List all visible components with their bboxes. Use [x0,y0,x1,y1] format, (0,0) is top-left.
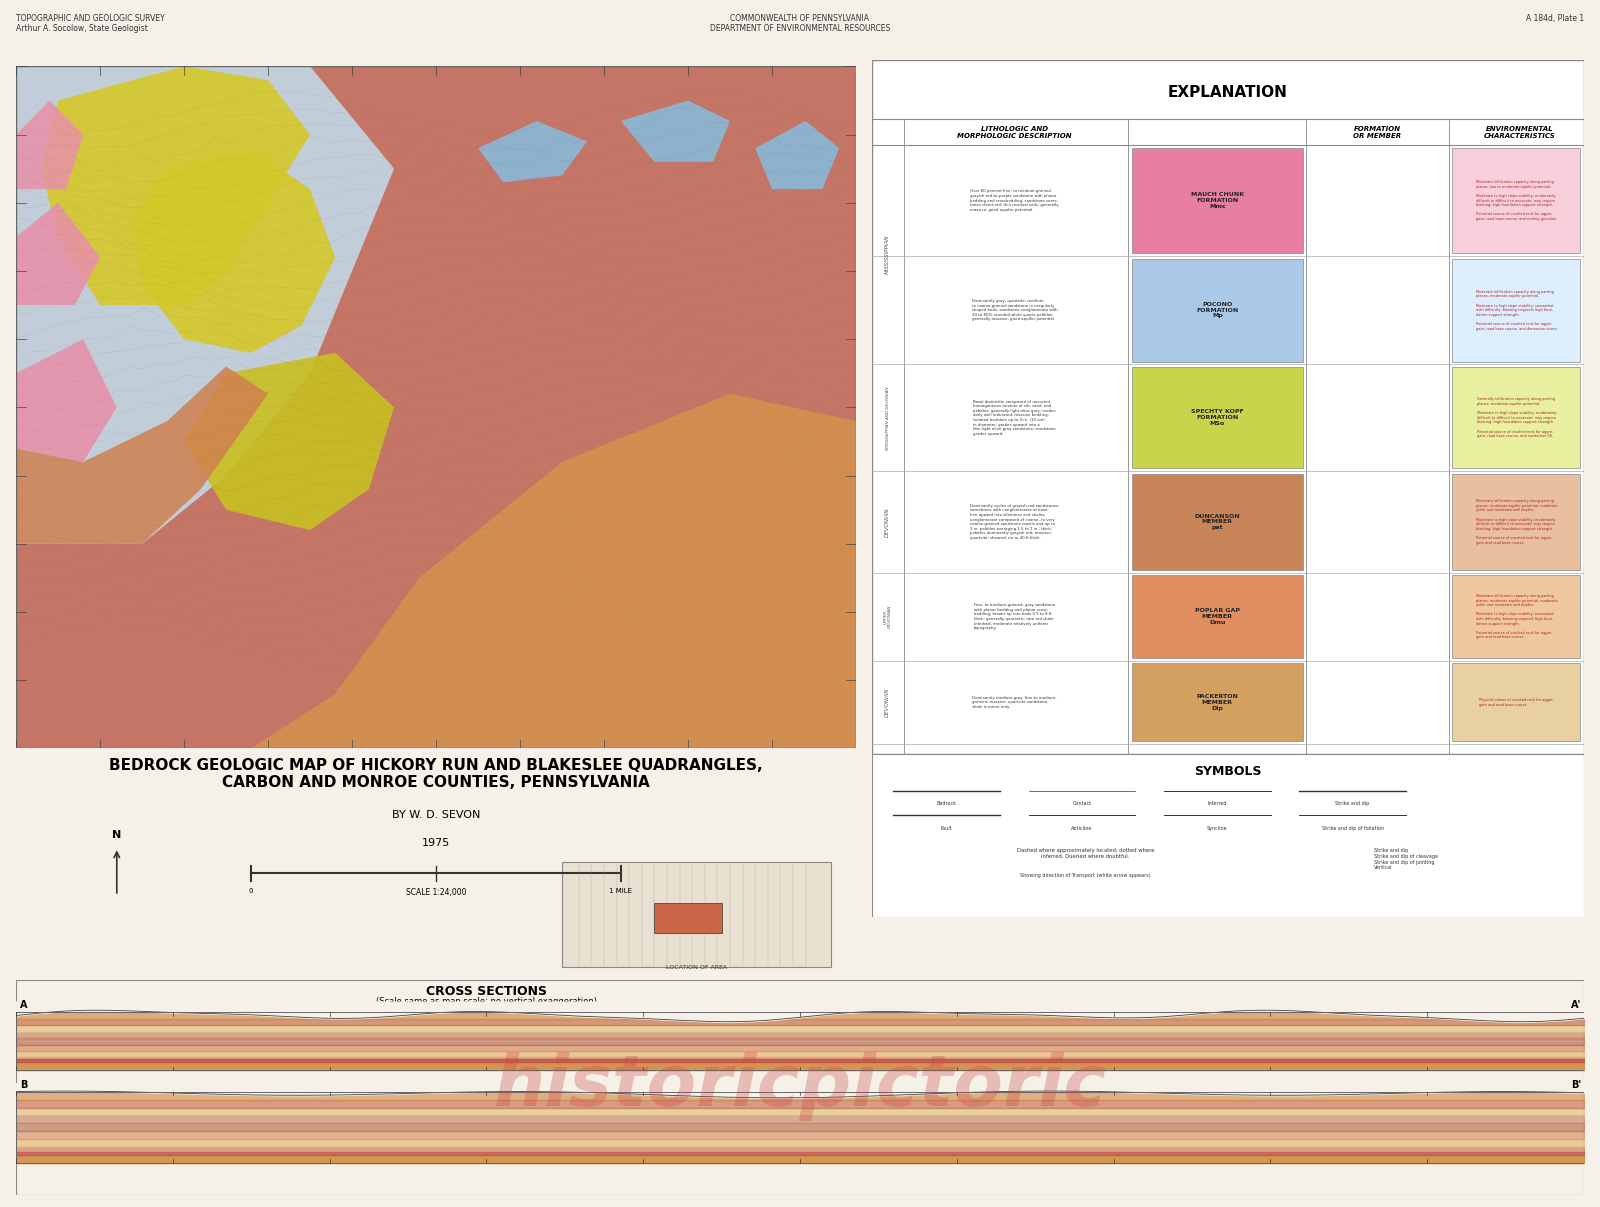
Text: MISSISSIPPIAN: MISSISSIPPIAN [885,235,890,274]
Text: Anticline: Anticline [1072,826,1093,830]
Text: Moderate infiltration capacity along parting
planes; moderate aquifer potential.: Moderate infiltration capacity along par… [1475,290,1557,331]
Text: SPECHTY KOPF
FORMATION
MSo: SPECHTY KOPF FORMATION MSo [1190,409,1243,426]
Text: POCONO
FORMATION
Mp: POCONO FORMATION Mp [1197,302,1238,319]
Text: Physical values of crushed rock for aggre-
gate and road base course.: Physical values of crushed rock for aggr… [1478,698,1554,706]
Text: Fault: Fault [941,826,952,830]
Text: BEDROCK GEOLOGIC MAP OF HICKORY RUN AND BLAKESLEE QUADRANGLES,
CARBON AND MONROE: BEDROCK GEOLOGIC MAP OF HICKORY RUN AND … [109,758,763,791]
Text: Syncline: Syncline [1206,826,1227,830]
Text: PACKERTON
MEMBER
Dlp: PACKERTON MEMBER Dlp [1197,694,1238,711]
Text: MISSISSIPPIAN AND DEVONIAN: MISSISSIPPIAN AND DEVONIAN [886,386,890,449]
Polygon shape [251,393,856,748]
Text: FORMATION
OR MEMBER: FORMATION OR MEMBER [1354,127,1402,139]
FancyBboxPatch shape [1453,576,1581,658]
Text: DEVONIAN: DEVONIAN [885,507,890,537]
FancyBboxPatch shape [654,903,722,933]
Text: COMMONWEALTH OF PENNSYLVANIA
DEPARTMENT OF ENVIRONMENTAL RESOURCES: COMMONWEALTH OF PENNSYLVANIA DEPARTMENT … [710,13,890,33]
Polygon shape [184,352,394,530]
Text: A 184d, Plate 1: A 184d, Plate 1 [1526,13,1584,23]
Text: Generally infiltration capacity along parting
planes; moderate aquifer potential: Generally infiltration capacity along pa… [1477,397,1557,438]
Text: SYMBOLS: SYMBOLS [1194,764,1262,777]
Text: LITHOLOGIC AND
MORPHOLOGIC DESCRIPTION: LITHOLOGIC AND MORPHOLOGIC DESCRIPTION [957,127,1072,139]
FancyBboxPatch shape [1131,258,1302,362]
FancyBboxPatch shape [1453,474,1581,570]
Text: Inferred: Inferred [1208,801,1227,806]
Text: Contact: Contact [1072,801,1091,806]
FancyBboxPatch shape [872,60,1584,754]
Polygon shape [16,203,99,305]
Text: 1975: 1975 [422,838,450,849]
Text: EXPLANATION: EXPLANATION [1168,84,1288,100]
Polygon shape [42,66,310,305]
FancyBboxPatch shape [1131,576,1302,658]
Text: A': A' [1571,1001,1581,1010]
Polygon shape [16,66,394,543]
Polygon shape [16,100,83,189]
Text: Dominantly cycles of grayish-red sandstones,
sometimes with conglomerates at bas: Dominantly cycles of grayish-red sandsto… [970,503,1059,540]
FancyBboxPatch shape [1131,474,1302,570]
FancyBboxPatch shape [1131,664,1302,741]
Polygon shape [478,121,587,182]
Text: ENVIRONMENTAL
CHARACTERISTICS: ENVIRONMENTAL CHARACTERISTICS [1485,127,1555,139]
Text: Showing direction of Transport (white arrow appears): Showing direction of Transport (white ar… [1021,873,1150,877]
Polygon shape [16,66,856,748]
FancyBboxPatch shape [1453,258,1581,362]
Text: CROSS SECTIONS: CROSS SECTIONS [426,985,547,998]
Text: Moderate infiltration capacity along parting
planes; moderate aquifer potential,: Moderate infiltration capacity along par… [1475,594,1557,640]
Text: TOPOGRAPHIC AND GEOLOGIC SURVEY
Arthur A. Socolow, State Geologist: TOPOGRAPHIC AND GEOLOGIC SURVEY Arthur A… [16,13,165,33]
Text: A: A [21,1001,27,1010]
Text: POPLAR GAP
MEMBER
Dmu: POPLAR GAP MEMBER Dmu [1195,608,1240,625]
Text: Basal diamictite composed of unsorted,
homogeneous mixture of silt, sand, and
pe: Basal diamictite composed of unsorted, h… [973,400,1056,436]
FancyBboxPatch shape [1453,147,1581,253]
Text: SCALE 1:24,000: SCALE 1:24,000 [406,888,466,897]
Text: B': B' [1571,1079,1581,1090]
Text: 1 MILE: 1 MILE [610,888,632,894]
Text: BY W. D. SEVON: BY W. D. SEVON [392,810,480,821]
Text: N: N [112,830,122,840]
Text: Fine- to medium-grained, gray sandstone
with planar bedding and planar cross-
be: Fine- to medium-grained, gray sandstone … [974,604,1054,630]
Text: (Scale same as map scale; no vertical exaggeration): (Scale same as map scale; no vertical ex… [376,997,597,1007]
Text: DEVONIAN: DEVONIAN [885,688,890,717]
Text: Strike and dip of foliation: Strike and dip of foliation [1322,826,1384,830]
Text: Dominantly gray, quartzite, medium-
to coarse-grained sandstone in irregularly
s: Dominantly gray, quartzite, medium- to c… [971,299,1058,321]
Text: LOCATION OF AREA: LOCATION OF AREA [666,966,726,970]
FancyBboxPatch shape [872,754,1584,917]
Text: UPPER
DEVONIAN: UPPER DEVONIAN [883,605,891,629]
FancyBboxPatch shape [1453,367,1581,468]
Polygon shape [755,121,840,189]
Polygon shape [16,339,117,462]
Text: 0: 0 [250,888,253,894]
Polygon shape [134,148,336,352]
FancyBboxPatch shape [1453,664,1581,741]
Text: DUNCANSON
MEMBER
pat: DUNCANSON MEMBER pat [1195,513,1240,530]
FancyBboxPatch shape [562,862,830,967]
Text: MAUCH CHUNK
FORMATION
Mmc: MAUCH CHUNK FORMATION Mmc [1190,192,1243,209]
Text: Strike and dip
Strike and dip of cleavage
Strike and dip of jointing
Vertical: Strike and dip Strike and dip of cleavag… [1374,849,1438,870]
Polygon shape [16,367,269,543]
Text: Strike and dip: Strike and dip [1336,801,1370,806]
Text: Moderate infiltration capacity along parting
planes; low to moderate aquifer pot: Moderate infiltration capacity along par… [1475,180,1557,221]
FancyBboxPatch shape [1131,147,1302,253]
Polygon shape [621,100,730,162]
FancyBboxPatch shape [1131,367,1302,468]
Text: Moderate infiltration capacity along parting
planes; moderate aquifer potential,: Moderate infiltration capacity along par… [1475,500,1557,544]
Text: Dashed where approximately located; dotted where
inferred. Queried where doubtfu: Dashed where approximately located; dott… [1018,849,1154,859]
Text: Dominantly medium-gray, fine-to medium-
grained, massive, quartzite sandstone;
s: Dominantly medium-gray, fine-to medium- … [973,695,1056,709]
Text: historicpictoric: historicpictoric [493,1051,1107,1121]
Text: Bedrock: Bedrock [936,801,957,806]
Text: B: B [21,1079,27,1090]
Text: Over 80 percent fine- to medium-grained
grayish-red-to-purple sandstone with pla: Over 80 percent fine- to medium-grained … [970,189,1059,211]
